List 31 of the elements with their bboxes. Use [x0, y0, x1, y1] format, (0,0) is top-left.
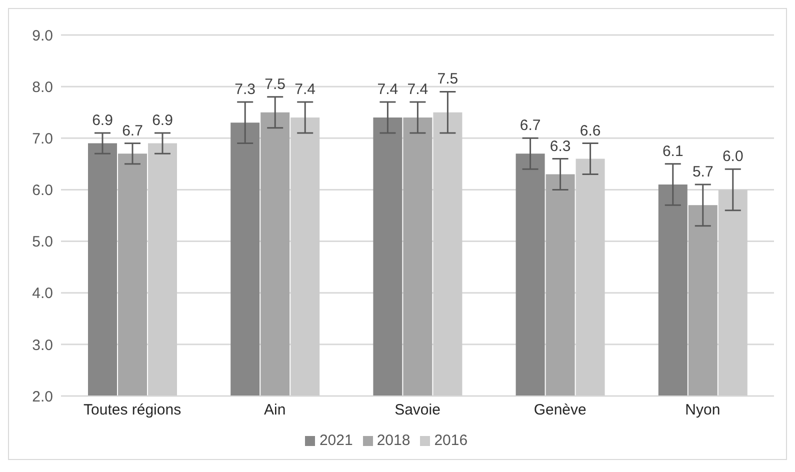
x-tick-label: Ain [264, 402, 286, 419]
y-tick-label: 8.0 [32, 78, 53, 96]
data-label: 7.4 [377, 81, 398, 98]
data-label: 6.7 [520, 117, 541, 134]
data-label: 6.9 [92, 112, 113, 129]
data-label: 6.9 [152, 112, 173, 129]
y-tick-label: 7.0 [32, 130, 53, 148]
y-tick-label: 4.0 [32, 285, 53, 302]
data-label: 7.4 [294, 81, 316, 98]
y-tick-label: 6.0 [32, 182, 53, 200]
legend-label: 2018 [376, 432, 410, 449]
data-label: 6.1 [662, 142, 684, 160]
data-label: 7.5 [437, 70, 458, 88]
data-label: 7.4 [407, 81, 428, 98]
legend-label: 2016 [434, 432, 468, 449]
x-tick-label: Savoie [394, 402, 440, 419]
data-label: 5.7 [692, 164, 714, 181]
x-tick-label: Toutes régions [84, 402, 182, 419]
y-tick-label: 5.0 [32, 234, 53, 251]
data-label: 6.7 [122, 122, 143, 140]
x-tick-label: Nyon [685, 402, 720, 419]
y-tick-label: 3.0 [32, 336, 53, 354]
data-label: 7.5 [264, 76, 286, 93]
y-tick-label: 9.0 [32, 27, 53, 44]
legend-label: 2021 [319, 432, 353, 449]
data-label: 7.3 [234, 81, 256, 98]
x-tick-label: Genève [534, 402, 586, 419]
y-tick-label: 2.0 [32, 388, 53, 406]
data-label: 6.0 [722, 148, 744, 166]
data-label: 6.6 [580, 122, 601, 140]
data-label: 6.3 [550, 138, 571, 155]
